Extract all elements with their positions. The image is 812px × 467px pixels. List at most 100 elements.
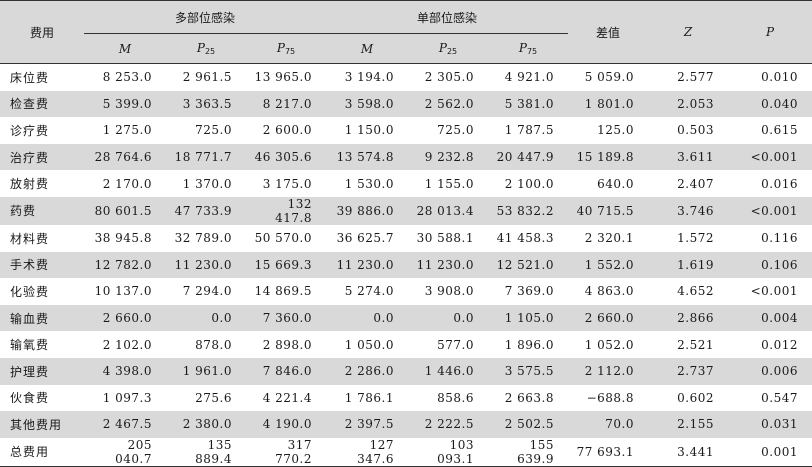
cell-single-p25: 1 446.0 xyxy=(408,357,488,385)
table-row: 诊疗费 1 275.0 725.0 2 600.0 1 150.0 725.0 1 787.… xyxy=(0,117,812,144)
header-p: P xyxy=(728,0,812,64)
table-row: 伙食费 1 097.3 275.6 4 221.4 1 786.1 858.6 2 663.… xyxy=(0,385,812,412)
cell-single-p75: 2 663.8 xyxy=(504,390,554,405)
cell-single-m: 3 194.0 xyxy=(344,70,394,85)
cell-multi-p75: 4 221.4 xyxy=(262,390,312,405)
cell-z: 2.053 xyxy=(648,90,728,118)
header-multi-p25: P25 xyxy=(166,33,246,64)
cell-diff: 2 660.0 xyxy=(568,304,648,332)
cell-single-p25: 2 222.5 xyxy=(408,411,488,438)
cell-single-p25: 725.0 xyxy=(437,123,474,138)
cell-multi-p75: 132 417.8 xyxy=(246,196,326,225)
cell-single-m: 11 230.0 xyxy=(326,251,408,279)
cell-p: 0.040 xyxy=(728,90,812,118)
cell-multi-m: 8 253.0 xyxy=(102,70,152,85)
row-label: 床位费 xyxy=(10,70,50,85)
cell-p: 0.547 xyxy=(761,390,798,405)
cell-z: 3.746 xyxy=(648,196,728,225)
cell-single-m: 39 886.0 xyxy=(326,196,408,225)
cell-multi-p75: 4 190.0 xyxy=(246,411,326,438)
cell-single-m: 1 786.1 xyxy=(344,390,394,405)
cell-z: 3.441 xyxy=(648,437,728,467)
cell-multi-p25: 18 771.7 xyxy=(166,143,246,171)
cell-z: 2.577 xyxy=(677,70,714,85)
table-row: 药费 80 601.5 47 733.9 132 417.8 39 886.0 28 01… xyxy=(0,196,812,225)
cell-z: 0.503 xyxy=(677,123,714,138)
cell-diff: 640.0 xyxy=(597,176,634,191)
row-label: 药费 xyxy=(0,196,84,225)
row-label: 化验费 xyxy=(10,284,50,299)
cell-multi-p75: 50 570.0 xyxy=(254,231,312,246)
row-label: 治疗费 xyxy=(0,143,84,171)
cell-multi-p75: 7 846.0 xyxy=(246,357,326,385)
p-subscript: 25 xyxy=(204,47,216,56)
row-label: 检查费 xyxy=(0,90,84,118)
header-single-p25: P25 xyxy=(408,33,488,64)
cell-single-m: 1 150.0 xyxy=(344,123,394,138)
cell-multi-m: 205 040.7 xyxy=(84,437,166,467)
cell-multi-m: 80 601.5 xyxy=(84,196,166,225)
table-row: 检查费 5 399.0 3 363.5 8 217.0 3 598.0 2 562.0 5 … xyxy=(0,90,812,118)
cell-diff: −688.8 xyxy=(586,390,634,405)
row-label: 输血费 xyxy=(0,304,84,332)
cell-z: 2.521 xyxy=(677,337,714,352)
cell-multi-p75: 7 360.0 xyxy=(246,304,326,332)
cell-diff: 5 059.0 xyxy=(584,70,634,85)
cell-diff: 125.0 xyxy=(597,123,634,138)
cell-single-p75: 12 521.0 xyxy=(488,251,568,279)
cell-single-p25: 577.0 xyxy=(437,337,474,352)
p-subscript: 75 xyxy=(284,47,296,56)
cell-multi-p25: 135 889.4 xyxy=(166,437,246,467)
table-row: 床位费 8 253.0 2 961.5 13 965.0 3 194.0 2 305.0 4… xyxy=(0,64,812,91)
cell-single-m: 3 598.0 xyxy=(326,90,408,118)
header-multi-m: M xyxy=(84,33,166,64)
cell-multi-p75: 8 217.0 xyxy=(246,90,326,118)
cell-p: 0.012 xyxy=(761,337,798,352)
cell-multi-p75: 46 305.6 xyxy=(246,143,326,171)
cell-multi-p25: 7 294.0 xyxy=(182,284,232,299)
cell-p: <0.001 xyxy=(728,196,812,225)
cell-multi-p75: 15 669.3 xyxy=(246,251,326,279)
cell-single-p75: 1 896.0 xyxy=(504,337,554,352)
cell-z: 3.611 xyxy=(648,143,728,171)
table-row: 护理费 4 398.0 1 961.0 7 846.0 2 286.0 1 446.0 3 … xyxy=(0,357,812,385)
header-multi-p75: P75 xyxy=(246,33,326,64)
cell-p: 0.004 xyxy=(728,304,812,332)
p-letter: P xyxy=(276,41,285,55)
cell-single-p25: 2 305.0 xyxy=(424,70,474,85)
header-group-single: 单部位感染 xyxy=(326,0,568,34)
table-row: 总费用 205 040.7 135 889.4 317 770.2 127 347.6 1… xyxy=(0,437,812,467)
cell-multi-p25: 2 961.5 xyxy=(182,70,232,85)
cell-multi-p25: 32 789.0 xyxy=(174,231,232,246)
table-row: 手术费 12 782.0 11 230.0 15 669.3 11 230.0 11 23… xyxy=(0,251,812,279)
cell-diff: 2 320.1 xyxy=(584,231,634,246)
table-header: 费用 多部位感染 单部位感染 差值 Z P M P25 P75 M P25 P7… xyxy=(0,0,812,64)
cell-single-p25: 2 562.0 xyxy=(408,90,488,118)
cell-single-p75: 5 381.0 xyxy=(488,90,568,118)
cell-z: 1.619 xyxy=(648,251,728,279)
cell-z: 2.737 xyxy=(648,357,728,385)
row-label: 护理费 xyxy=(0,357,84,385)
cell-multi-p25: 725.0 xyxy=(195,123,232,138)
row-label: 总费用 xyxy=(0,437,84,467)
cell-multi-p75: 13 965.0 xyxy=(254,70,312,85)
cell-multi-m: 28 764.6 xyxy=(84,143,166,171)
cell-single-m: 36 625.7 xyxy=(336,231,394,246)
cell-single-p25: 1 155.0 xyxy=(424,176,474,191)
cell-multi-m: 2 170.0 xyxy=(102,176,152,191)
cell-multi-m: 2 467.5 xyxy=(84,411,166,438)
cell-diff: 15 189.8 xyxy=(568,143,648,171)
cell-multi-p25: 1 370.0 xyxy=(182,176,232,191)
cell-z: 1.572 xyxy=(677,231,714,246)
cell-single-p25: 28 013.4 xyxy=(408,196,488,225)
cell-multi-p25: 47 733.9 xyxy=(166,196,246,225)
table-row: 治疗费 28 764.6 18 771.7 46 305.6 13 574.8 9 232… xyxy=(0,143,812,171)
cell-multi-p75: 2 600.0 xyxy=(262,123,312,138)
cell-diff: 1 552.0 xyxy=(568,251,648,279)
cell-diff: 1 801.0 xyxy=(568,90,648,118)
cell-p: 0.615 xyxy=(761,123,798,138)
cell-multi-m: 10 137.0 xyxy=(94,284,152,299)
cell-p: 0.116 xyxy=(761,231,798,246)
cell-multi-m: 4 398.0 xyxy=(84,357,166,385)
cell-z: 0.602 xyxy=(677,390,714,405)
